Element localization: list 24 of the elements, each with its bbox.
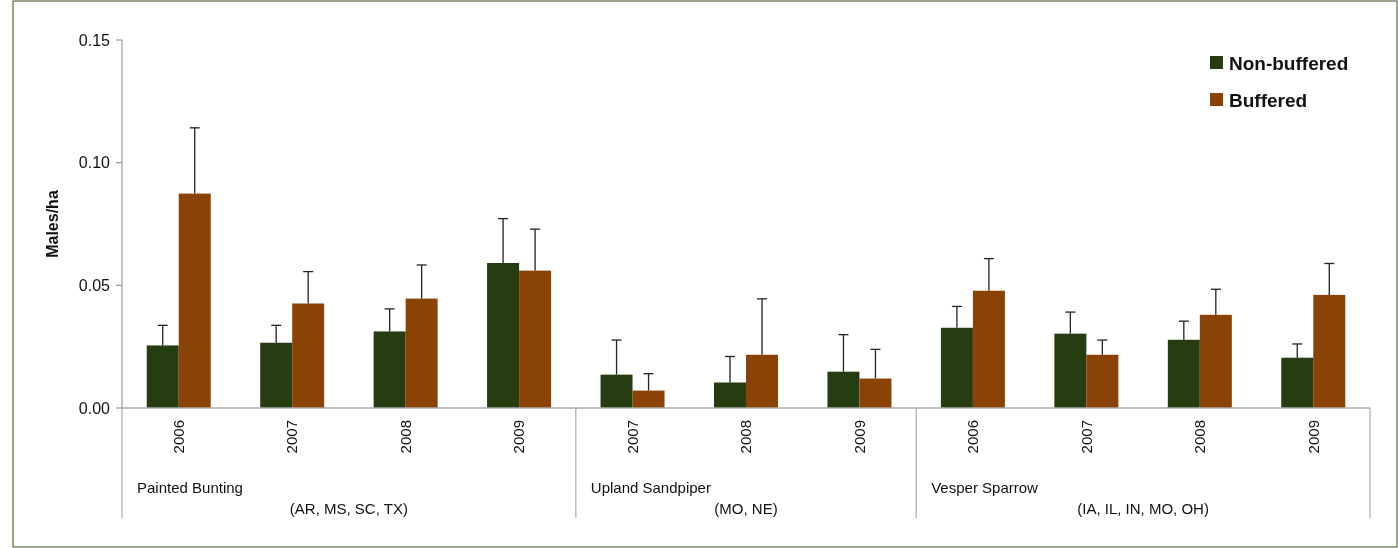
- y-tick-label: 0.10: [78, 154, 111, 172]
- text: (MO, NE): [714, 500, 778, 517]
- x-tick-label: 2009: [510, 420, 528, 454]
- x-tick-label: 2006: [964, 420, 982, 454]
- x-tick-label: 2008: [737, 420, 755, 454]
- y-tick-label: 0.00: [78, 399, 111, 417]
- x-tick-label: 2009: [850, 420, 868, 454]
- text: Upland Sandpiper: [590, 479, 711, 496]
- x-tick-label: 2009: [1304, 420, 1322, 454]
- y-axis-title: Males/ha: [44, 190, 61, 258]
- x-tick-label: 2008: [396, 420, 414, 454]
- x-tick-label: 2008: [1191, 420, 1209, 454]
- text: Painted Bunting: [137, 479, 243, 496]
- y-tick-label: 0.05: [78, 276, 111, 294]
- y-tick-label: 0.15: [78, 31, 111, 49]
- x-tick-label: 2006: [169, 420, 187, 454]
- text: Vesper Sparrow: [931, 479, 1039, 496]
- x-tick-label: 2007: [283, 420, 301, 454]
- x-tick-label: 2007: [623, 420, 641, 454]
- legend-label: Buffered: [1229, 89, 1308, 111]
- text: (IA, IL, IN, MO, OH): [1077, 500, 1209, 517]
- legend-label: Non-buffered: [1229, 52, 1349, 74]
- x-tick-label: 2007: [1077, 420, 1095, 454]
- text: (AR, MS, SC, TX): [289, 500, 408, 517]
